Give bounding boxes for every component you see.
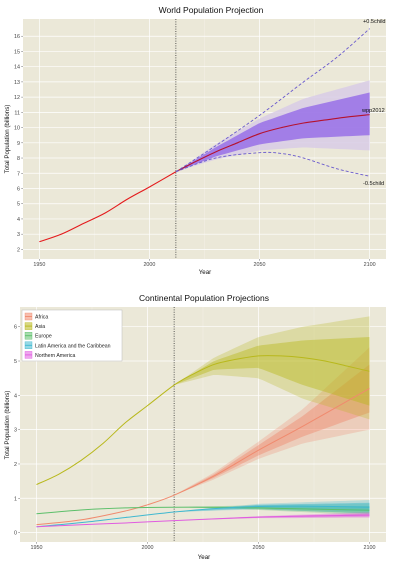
x-tick-label: 2000 [141,545,153,551]
y-tick-label: 6 [14,325,17,331]
chart2-tick-labels: 1950 2000 2050 2100 0 1 2 3 4 5 6 [14,325,376,551]
chart1-ylabel: Total Population (billions) [4,105,11,174]
band95-asia [174,316,370,420]
chart2-title: Continental Population Projections [139,293,269,303]
chart2-xlabel: Year [198,554,211,561]
y-tick-label: 3 [17,232,20,238]
chart2-lines [36,355,370,528]
chart1-tick-labels: 1950 2000 2050 2100 2 3 4 5 6 7 8 9 10 11 12 13 14 15 16 [14,34,376,268]
low-variant-label: -0.5child [363,181,384,187]
world-historical-line [39,171,177,243]
y-tick-label: 9 [17,141,20,147]
chart1-xlabel: Year [199,269,212,276]
band95-africa [174,347,370,496]
chart1-lines [39,28,370,243]
x-tick-label: 2050 [254,262,266,268]
legend-label: Africa [35,315,48,321]
y-tick-label: 7 [17,171,20,177]
chart2-legend: Africa Asia Europe Latin America and the Ca… [21,309,123,362]
series-line-africa [36,388,370,526]
y-tick-label: 2 [14,462,17,468]
series-line-asia [36,355,370,486]
legend-label: Asia [35,324,45,330]
y-tick-label: 6 [17,186,20,192]
y-tick-label: 10 [14,126,20,132]
y-tick-label: 0 [14,531,17,537]
band95-latin-america-and-the-caribbean [174,500,370,514]
legend-box [21,309,123,362]
world-80-interval [175,92,370,172]
x-tick-label: 1950 [30,545,42,551]
chart2-ylabel: Total Population (billions) [4,391,11,460]
high-variant-label: +0.5child [363,19,386,25]
series-line-europe [36,506,370,515]
legend-label: Europe [35,334,52,340]
x-tick-label: 1950 [33,262,45,268]
world-low-variant-line [175,151,370,177]
y-tick-label: 8 [17,156,20,162]
y-tick-label: 13 [14,80,20,86]
series-line-latin-america-and-the-caribbean [36,505,370,528]
y-tick-label: 11 [14,110,20,116]
y-tick-label: 5 [14,359,17,365]
world-median-line [175,114,370,173]
y-tick-label: 4 [14,393,17,399]
y-tick-label: 12 [14,95,20,101]
band80-asia [174,336,370,406]
continental-population-chart: Continental Population Projections 1950 2… [4,293,386,561]
y-tick-label: 15 [14,49,20,55]
y-tick-label: 5 [17,202,20,208]
legend-label: Latin America and the Caribbean [35,343,111,349]
x-tick-label: 2050 [253,545,265,551]
world-high-variant-line [175,28,370,173]
y-tick-label: 2 [17,247,20,253]
y-tick-label: 4 [17,217,20,223]
world-population-chart: World Population Projection 1950 2000 2050… [4,5,386,276]
y-tick-label: 3 [14,428,17,434]
legend-label: Northern America [35,353,75,359]
x-tick-label: 2100 [364,545,376,551]
x-tick-label: 2100 [364,262,376,268]
median-label: wpp2012 [361,108,385,114]
series-line-northern-america [36,514,370,528]
chart1-title: World Population Projection [159,5,264,15]
chart1-uncertainty-bands [175,80,370,172]
y-tick-label: 16 [14,34,20,40]
y-tick-label: 14 [14,65,20,71]
x-tick-label: 2000 [143,262,155,268]
y-tick-label: 1 [14,496,17,502]
